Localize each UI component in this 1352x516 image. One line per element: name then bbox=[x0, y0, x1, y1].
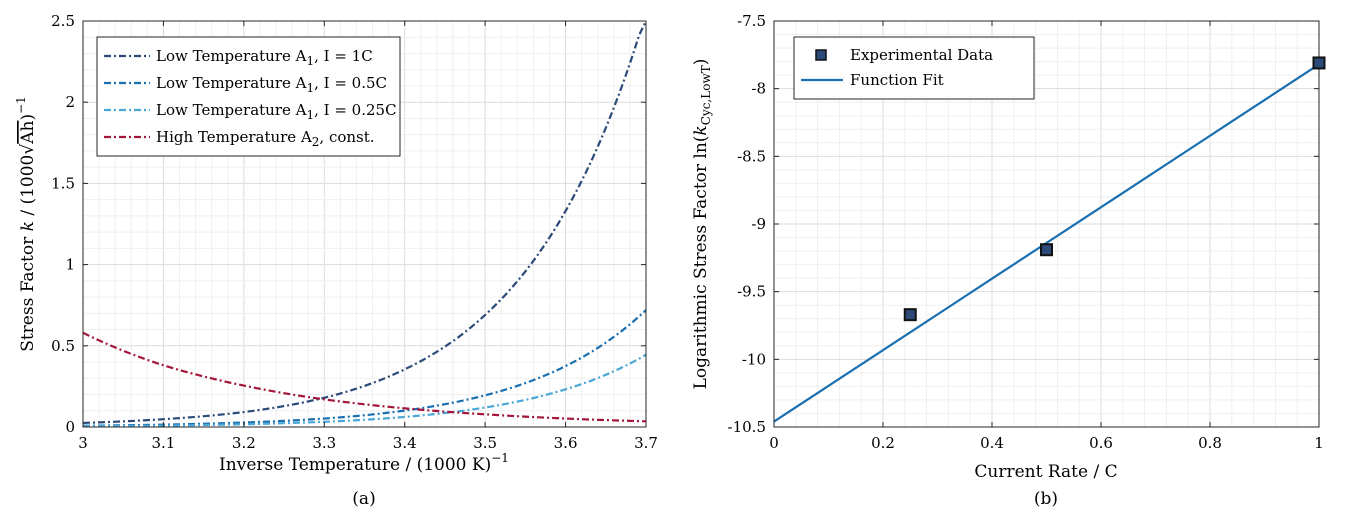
y-tick-label: 2 bbox=[65, 93, 75, 111]
data-point bbox=[1040, 243, 1053, 257]
panel-b-y-tick-labels: -10.5 -10 -9.5 -9 -8.5 -8 -7.5 bbox=[728, 12, 1319, 436]
panel-b-y-axis-label: Logarithmic Stress Factor ln(kCyc,LowT) bbox=[691, 59, 713, 390]
legend-label: Experimental Data bbox=[850, 46, 993, 64]
x-tick-label: 3.4 bbox=[393, 434, 417, 452]
panel-b-legend-box bbox=[793, 36, 1035, 100]
y-tick-label: -7.5 bbox=[737, 12, 766, 30]
panel-b-series bbox=[773, 63, 1320, 423]
panel-b-points bbox=[903, 56, 1326, 322]
y-tick-label: -8.5 bbox=[737, 147, 766, 165]
y-tick-label: -8 bbox=[751, 80, 766, 98]
x-tick-label: 3.3 bbox=[312, 434, 336, 452]
y-tick-label: -9 bbox=[751, 215, 766, 233]
series-line-2 bbox=[773, 63, 1320, 423]
series-line-4 bbox=[82, 331, 647, 423]
svg-text:Stress Factor k / (1000√Ah)−1: Stress Factor k / (1000√Ah)−1 bbox=[14, 96, 38, 352]
x-tick-label: 3.5 bbox=[473, 434, 497, 452]
panel-b-x-tick-labels: 0 0.2 0.4 0.6 0.8 1 bbox=[769, 21, 1324, 452]
legend-label: Low Temperature A1, I = 0.25C bbox=[156, 101, 397, 122]
data-point bbox=[903, 308, 917, 322]
y-tick-label: -10.5 bbox=[728, 418, 766, 436]
panel-b: 0 0.2 0.4 0.6 0.8 1 -10.5-10-9.5-9-8.5-8-7.5 … bbox=[691, 12, 1326, 509]
y-tick-label: 0 bbox=[65, 418, 75, 436]
x-tick-label: 1 bbox=[1314, 434, 1324, 452]
series-line-1 bbox=[82, 20, 647, 425]
legend-label: High Temperature A2, const. bbox=[156, 128, 375, 149]
x-tick-label: 3.7 bbox=[634, 434, 658, 452]
x-tick-label: 0.6 bbox=[1089, 434, 1113, 452]
panel-a-legend-box bbox=[96, 36, 401, 157]
y-tick-label: 0.5 bbox=[51, 337, 75, 355]
data-point bbox=[1312, 56, 1326, 70]
y-tick-label: 1.5 bbox=[51, 174, 75, 192]
panel-a: 3 3.1 3.2 3.3 3.4 3.5 3.6 3.7 0 0.5 1 1.5 2 2.5 Inve… bbox=[14, 12, 658, 509]
series-line-3 bbox=[82, 353, 647, 428]
panel-b-legend: Experimental Data Function Fit bbox=[793, 36, 1035, 100]
panel-a-axes-box bbox=[82, 20, 647, 428]
x-tick-label: 3.1 bbox=[151, 434, 175, 452]
y-tick-label: 1 bbox=[65, 256, 75, 274]
panel-a-caption: (a) bbox=[352, 489, 375, 509]
sqrt-sign: √ bbox=[18, 144, 38, 155]
legend-swatch bbox=[815, 49, 827, 61]
panel-a-y-tick-labels: 0 0.5 1 1.5 2 2.5 bbox=[51, 12, 646, 436]
panel-b-caption: (b) bbox=[1034, 489, 1058, 509]
x-tick-label: 0.8 bbox=[1198, 434, 1222, 452]
panel-a-legend: Low Temperature A1, I = 1C Low Temperatur… bbox=[96, 36, 401, 157]
panel-a-x-axis-label: Inverse Temperature / (1000 K)−1 bbox=[219, 451, 509, 475]
panel-a-y-axis-label: Stress Factor k / (1000√Ah)−1 bbox=[14, 96, 38, 352]
x-tick-label: 3.6 bbox=[554, 434, 578, 452]
y-tick-label: -10 bbox=[742, 350, 766, 368]
x-tick-label: 0.4 bbox=[980, 434, 1004, 452]
panel-a-x-tick-labels: 3 3.1 3.2 3.3 3.4 3.5 3.6 3.7 bbox=[78, 21, 658, 452]
panel-a-series bbox=[82, 20, 647, 428]
x-tick-label: 0.2 bbox=[871, 434, 895, 452]
legend-label: Function Fit bbox=[850, 71, 944, 89]
legend-label: Low Temperature A1, I = 0.5C bbox=[156, 74, 387, 95]
y-tick-label: 2.5 bbox=[51, 12, 75, 30]
legend-label: Low Temperature A1, I = 1C bbox=[156, 47, 373, 68]
panel-b-x-axis-label: Current Rate / C bbox=[974, 462, 1117, 482]
x-tick-label: 3.2 bbox=[232, 434, 256, 452]
x-tick-label: 3 bbox=[78, 434, 88, 452]
y-tick-label: -9.5 bbox=[737, 283, 766, 301]
x-tick-label: 0 bbox=[769, 434, 779, 452]
svg-text:Logarithmic Stress Factor ln(k: Logarithmic Stress Factor ln(kCyc,LowT) bbox=[691, 59, 713, 390]
